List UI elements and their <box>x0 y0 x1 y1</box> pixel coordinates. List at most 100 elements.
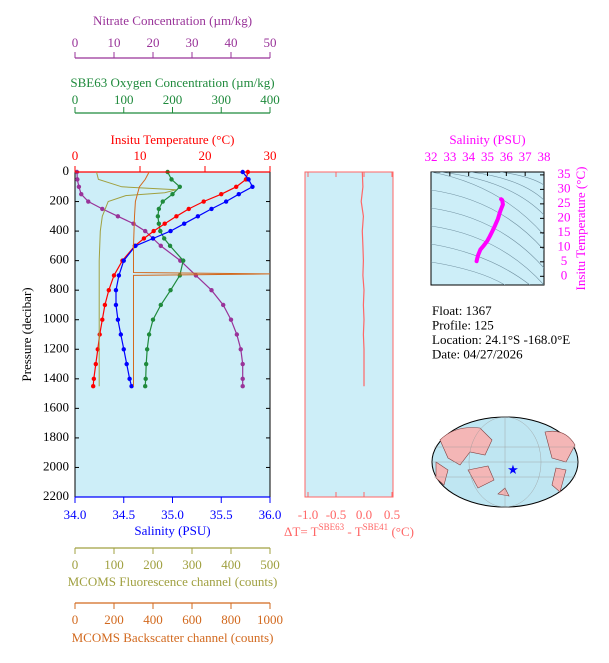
profile-line <box>96 171 177 387</box>
profile-point <box>102 302 108 308</box>
profile-point <box>91 376 97 382</box>
y-tick-label: 35 <box>558 166 571 181</box>
x-tick-label: 400 <box>221 557 241 572</box>
x-axis-title: MCOMS Backscatter channel (counts) <box>72 630 274 645</box>
y-tick-label: 25 <box>558 195 571 210</box>
x-axis-title: SBE63 Oxygen Concentration (µm/kg) <box>70 75 274 90</box>
profile-point <box>76 184 82 189</box>
profile-point <box>177 273 183 278</box>
profile-point <box>141 236 147 241</box>
x-tick-label: 200 <box>143 557 163 572</box>
profile-point <box>113 302 119 308</box>
profile-point <box>209 287 214 293</box>
profile-point <box>150 236 156 241</box>
x-axis-title: MCOMS Fluorescence channel (counts) <box>68 574 278 589</box>
profile-point <box>100 206 105 212</box>
y-tick-label: 2000 <box>43 458 69 473</box>
profile-point <box>236 191 241 197</box>
x-tick-label: 300 <box>182 557 202 572</box>
x-axis-title: Nitrate Concentration (µm/kg) <box>93 13 252 28</box>
y-tick-label: 1000 <box>43 311 69 326</box>
profile-point <box>143 228 148 234</box>
profile-point <box>167 243 173 249</box>
profile-point <box>250 184 255 189</box>
y-tick-label: 30 <box>558 180 571 195</box>
profile-point <box>240 361 245 367</box>
profile-point <box>186 206 191 212</box>
profile-point <box>116 273 122 278</box>
profile-point <box>246 177 251 182</box>
profile-point <box>91 384 96 389</box>
y-tick-label: 0 <box>63 163 70 178</box>
profile-point <box>234 184 239 189</box>
world-map: ★ <box>431 416 579 508</box>
x-tick-label: 1000 <box>257 612 283 627</box>
profile-point <box>100 317 105 322</box>
y-axis-title: Insitu Temperature (°C) <box>573 167 588 291</box>
x-axis-title: ΔT= TSBE63 - TSBE41 (°C) <box>284 522 414 539</box>
y-tick-label: 400 <box>50 222 70 237</box>
profile-point <box>113 287 119 293</box>
float-location-marker: ★ <box>507 462 519 477</box>
x-axis-title: Insitu Temperature (°C) <box>111 132 235 147</box>
profile-point <box>151 228 156 234</box>
x-tick-label: -0.5 <box>326 507 347 522</box>
profile-plot-area <box>75 172 270 497</box>
profile-point <box>174 214 179 219</box>
x-tick-label: 36.0 <box>259 507 282 522</box>
x-tick-label: -1.0 <box>298 507 319 522</box>
y-tick-label: 1200 <box>43 340 69 355</box>
profile-point <box>193 273 199 278</box>
x-tick-label: 0 <box>72 612 79 627</box>
x-tick-label: 40 <box>225 35 238 50</box>
profile-point <box>143 384 148 389</box>
profile-point <box>240 384 245 389</box>
x-tick-label: 33 <box>443 149 456 164</box>
profile-point <box>201 199 206 204</box>
info-line: Float: 1367 <box>432 303 492 318</box>
x-tick-label: 36 <box>500 149 514 164</box>
profile-point <box>240 376 245 382</box>
y-tick-label: 5 <box>561 253 568 268</box>
profile-point <box>219 191 224 197</box>
delta-t-line <box>360 171 365 387</box>
profile-point <box>115 317 121 322</box>
profile-point <box>182 221 187 226</box>
profile-point <box>195 214 201 219</box>
profile-point <box>121 258 126 263</box>
profile-point <box>124 361 129 367</box>
profile-point <box>127 376 132 382</box>
profile-point <box>75 177 80 182</box>
x-tick-label: 37 <box>519 149 533 164</box>
profile-point <box>234 332 240 337</box>
x-tick-label: 0 <box>72 92 79 107</box>
x-tick-label: 200 <box>163 92 183 107</box>
profile-point <box>146 332 152 337</box>
profile-point <box>169 177 174 182</box>
profile-point <box>79 191 84 197</box>
x-tick-label: 500 <box>260 557 280 572</box>
y-tick-label: 200 <box>50 193 70 208</box>
density-contours <box>431 172 544 285</box>
profile-point <box>240 169 245 175</box>
profile-point <box>162 221 167 226</box>
profile-point <box>228 317 234 322</box>
x-tick-label: 35 <box>481 149 494 164</box>
profile-point <box>158 302 163 308</box>
x-tick-label: 30 <box>186 35 199 50</box>
profile-point <box>118 332 124 337</box>
x-tick-label: 100 <box>104 557 124 572</box>
x-tick-label: 300 <box>212 92 232 107</box>
delta-t-plot-area <box>304 171 394 498</box>
profile-point <box>156 221 162 226</box>
y-tick-label: 1600 <box>43 399 69 414</box>
x-tick-label: 200 <box>104 612 124 627</box>
profile-point <box>168 228 173 234</box>
x-tick-label: 0.5 <box>384 507 400 522</box>
x-tick-label: 10 <box>108 35 121 50</box>
y-tick-label: 15 <box>558 224 571 239</box>
y-tick-label: 600 <box>50 252 70 267</box>
x-axis-title-part: ΔT= T <box>284 524 319 539</box>
x-tick-label: 35.5 <box>210 507 233 522</box>
